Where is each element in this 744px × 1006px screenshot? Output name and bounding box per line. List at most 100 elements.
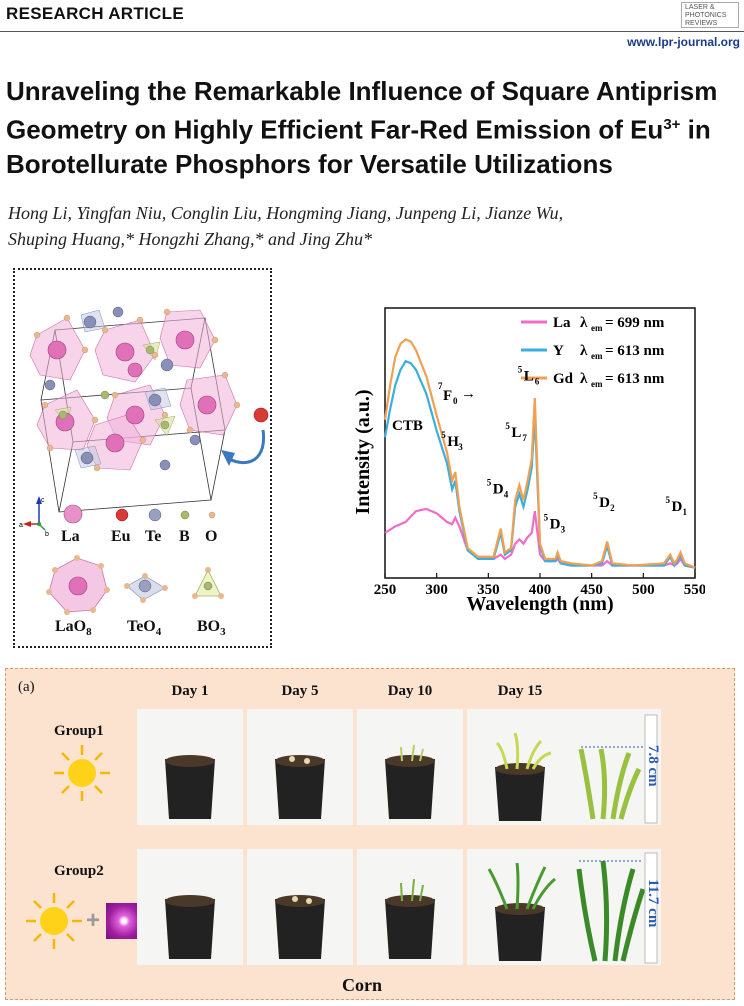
author-list: Hong Li, Yingfan Niu, Conglin Liu, Hongm… (8, 200, 728, 252)
peak-label: L (511, 425, 521, 441)
legend-eu: Eu (111, 528, 131, 545)
photo-group2-day15 (467, 849, 573, 965)
legend-lambda-gd: λ (580, 371, 588, 387)
legend-lambda-la: λ (580, 315, 588, 331)
photo-group1-day15 (467, 709, 573, 825)
sun-icon (26, 893, 82, 949)
o-sphere (208, 511, 216, 519)
bo3-polyhedron (192, 567, 224, 599)
group2-height-label: 11.7 cm (645, 879, 661, 928)
group2-label: Group2 (54, 863, 104, 879)
photo-group2-day5 (247, 849, 353, 965)
peak-label-sup: 5 (441, 430, 446, 440)
photo-group1-day1 (137, 709, 243, 825)
day-label-10: Day 10 (387, 683, 433, 699)
peak-label-sup: 5 (518, 365, 523, 375)
legend-value-gd: = 613 nm (605, 371, 665, 387)
peak-label-sub: 4 (504, 490, 509, 500)
plus-sign: + (86, 907, 101, 934)
photo-group1-measure (573, 709, 661, 825)
chart-legend: La λ em = 699 nm Y λ em = 613 nm Gd λ em… (521, 315, 665, 389)
x-axis-label: Wavelength (nm) (466, 593, 613, 615)
polyhedron-label-bo3: BO3 (197, 618, 226, 639)
group1-height-label: 7.8 cm (645, 745, 661, 787)
axis-c-label: c (41, 497, 45, 504)
peak-label: D (672, 499, 683, 515)
peak-label: L (524, 369, 534, 385)
peak-label-sup: 5 (666, 495, 671, 505)
peak-label-sub: 7 (522, 433, 527, 443)
polyhedron-label-teo4: TeO4 (127, 618, 162, 639)
legend-name-y: Y (553, 343, 564, 359)
legend-sub-gd: em (591, 379, 603, 389)
photo-group2-measure (573, 849, 661, 965)
peak-label: H (447, 434, 459, 450)
title-line-2: Geometry on Highly Efficient Far-Red Emi… (6, 114, 711, 145)
legend-value-y: = 613 nm (605, 343, 665, 359)
group1-label: Group1 (54, 723, 104, 739)
authors-line-1: Hong Li, Yingfan Niu, Conglin Liu, Hongm… (8, 203, 564, 223)
legend-lambda-y: λ (580, 343, 588, 359)
crop-caption: Corn (342, 975, 382, 995)
x-tick-label: 350 (477, 582, 500, 598)
peak-label-sub: 3 (561, 525, 566, 535)
f0-sub: 0 (453, 396, 458, 406)
b-sphere (180, 510, 190, 520)
eu-atom-highlight (253, 407, 269, 423)
peak-label-sup: 5 (544, 513, 549, 523)
peak-label: D (550, 517, 561, 533)
lao8-polyhedron (46, 555, 110, 615)
legend-value-la: = 699 nm (605, 315, 665, 331)
f0-arrow: → (461, 386, 476, 402)
peak-label: D (599, 495, 610, 511)
crystal-structure-panel: c a b La Eu Te B O LaO8 TeO4 BO3 (13, 268, 272, 648)
legend-la: La (61, 528, 80, 545)
title-line-3: Borotellurate Phosphors for Versatile Ut… (6, 148, 613, 179)
f0-base: F (443, 388, 452, 404)
peak-label-sub: 3 (458, 442, 463, 452)
header-divider (0, 31, 744, 32)
photo-group1-day5 (247, 709, 353, 825)
axis-b-label: b (45, 531, 49, 538)
eu-sphere (115, 508, 129, 522)
polyhedron-label-lao8: LaO8 (55, 618, 92, 639)
peak-label-sup: 5 (593, 491, 598, 501)
peak-label-sub: 6 (535, 377, 540, 387)
journal-url[interactable]: www.lpr-journal.org (627, 35, 740, 49)
photo-group1-day10 (357, 709, 463, 825)
x-tick-label: 250 (374, 582, 397, 598)
day-label-1: Day 1 (171, 683, 209, 699)
article-title: Unraveling the Remarkable Influence of S… (6, 74, 736, 181)
te-sphere (148, 508, 162, 522)
teo4-polyhedron (124, 573, 168, 603)
peak-label: D (493, 482, 504, 498)
day-label-15: Day 15 (497, 683, 543, 699)
peak-label-sub: 1 (683, 507, 688, 517)
photo-group2-day1 (137, 849, 243, 965)
sun-icon (54, 745, 110, 801)
legend-sub-la: em (591, 323, 603, 333)
legend-b: B (179, 528, 190, 545)
legend-sub-y: em (591, 351, 603, 361)
peak-label-sub: 2 (610, 503, 615, 513)
x-tick-label: 450 (580, 582, 603, 598)
x-tick-label: 500 (632, 582, 655, 598)
title-superscript: 3+ (663, 116, 681, 133)
axis-a-label: a (19, 522, 23, 529)
excitation-spectrum-chart: 250 300 350 400 450 500 550 Intensity (a.u.) W… (352, 302, 706, 622)
x-tick-label: 400 (529, 582, 552, 598)
crystal-structure-figure: c a b (19, 306, 269, 615)
legend-o: O (205, 528, 218, 545)
f0-sup: 7 (438, 381, 443, 391)
plant-growth-panel: (a) Day 1 Day 5 Day 10 Day 15 Group1 Gro… (5, 668, 735, 1000)
photo-group2-day10 (357, 849, 463, 965)
peak-label-sup: 5 (505, 421, 510, 431)
title-line-1: Unraveling the Remarkable Influence of S… (6, 76, 718, 106)
x-tick-label: 550 (684, 582, 705, 598)
authors-line-2: Shuping Huang,* Hongzhi Zhang,* and Jing… (8, 229, 373, 249)
journal-logo: LASER & PHOTONICS REVIEWS (681, 2, 739, 28)
la-sphere (63, 504, 83, 524)
chart-svg: 250 300 350 400 450 500 550 Intensity (a.u.) W… (352, 307, 706, 615)
panel-label: (a) (18, 679, 35, 695)
y-axis-label: Intensity (a.u.) (355, 389, 374, 514)
